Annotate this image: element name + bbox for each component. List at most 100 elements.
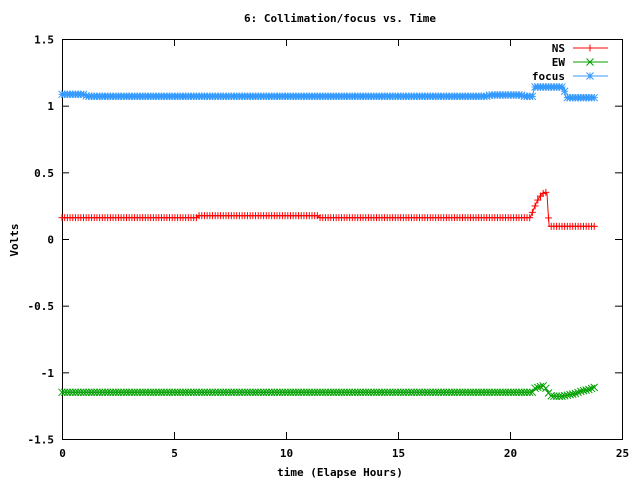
data-point	[138, 388, 147, 397]
data-point	[560, 87, 569, 96]
data-point	[418, 388, 427, 397]
data-point	[224, 388, 233, 397]
data-point	[79, 388, 88, 397]
data-point	[125, 388, 134, 397]
data-point	[308, 388, 316, 397]
data-point	[407, 388, 416, 397]
data-point	[493, 388, 502, 397]
data-point	[313, 388, 322, 397]
data-point	[152, 388, 160, 397]
data-point	[474, 388, 483, 397]
data-point	[386, 388, 394, 397]
data-point	[383, 388, 392, 397]
data-point	[545, 214, 553, 222]
legend-marker	[586, 58, 594, 66]
data-point	[87, 388, 96, 397]
data-point	[101, 388, 109, 397]
data-point	[590, 93, 599, 102]
data-point	[525, 388, 534, 397]
data-point	[351, 388, 359, 397]
series-ew	[58, 381, 599, 401]
data-point	[372, 388, 381, 397]
data-point	[162, 388, 171, 397]
data-point	[582, 386, 591, 394]
data-point	[394, 388, 402, 397]
data-point	[359, 388, 367, 397]
data-point	[289, 388, 298, 397]
data-point	[356, 388, 365, 397]
data-point	[490, 388, 499, 397]
data-point	[531, 202, 539, 210]
data-point	[179, 388, 187, 397]
data-point	[536, 382, 545, 391]
data-point	[410, 388, 418, 397]
data-point	[222, 388, 230, 397]
data-point	[507, 388, 515, 397]
data-point	[326, 388, 335, 397]
data-point	[90, 388, 99, 397]
data-point	[450, 388, 459, 397]
data-point	[146, 388, 155, 397]
data-point	[464, 388, 472, 397]
data-point	[109, 388, 117, 397]
data-point	[340, 388, 349, 397]
data-point	[477, 388, 486, 397]
data-point	[590, 383, 599, 392]
data-point	[254, 388, 263, 397]
data-point	[98, 388, 107, 397]
data-point	[388, 388, 397, 397]
data-point	[71, 388, 80, 397]
data-point	[181, 388, 190, 397]
data-point	[144, 388, 152, 397]
data-point	[316, 388, 324, 397]
data-point	[205, 388, 214, 397]
data-point	[515, 388, 523, 397]
data-point	[496, 388, 504, 397]
data-point	[211, 388, 220, 397]
legend-label: focus	[532, 70, 565, 83]
data-point	[509, 388, 518, 397]
data-point	[337, 388, 346, 397]
data-point	[176, 388, 185, 397]
data-point	[353, 388, 362, 397]
y-tick-label: -0.5	[28, 300, 55, 313]
data-point	[466, 388, 475, 397]
data-point	[257, 388, 265, 397]
data-point	[396, 388, 405, 397]
y-tick-label: -1	[41, 367, 55, 380]
data-point	[453, 388, 461, 397]
data-point	[136, 388, 144, 397]
x-tick-label: 10	[280, 447, 293, 460]
data-point	[517, 388, 526, 397]
legend-label: NS	[552, 42, 565, 55]
data-point	[227, 388, 236, 397]
data-point	[526, 214, 534, 222]
data-point	[283, 388, 292, 397]
series-line	[62, 191, 596, 227]
x-tick-label: 25	[616, 447, 629, 460]
data-point	[533, 383, 542, 392]
data-point	[76, 388, 85, 397]
data-point	[568, 390, 577, 398]
data-point	[197, 388, 206, 397]
data-point	[189, 388, 198, 397]
data-point	[571, 389, 580, 398]
data-point	[528, 208, 536, 216]
data-point	[391, 388, 400, 397]
y-tick-label: 0.5	[34, 167, 54, 180]
data-point	[275, 388, 284, 397]
data-point	[128, 388, 136, 397]
data-point	[248, 388, 257, 397]
data-point	[68, 388, 77, 397]
data-point	[447, 388, 456, 397]
data-point	[165, 388, 174, 397]
data-point	[380, 388, 389, 397]
data-point	[512, 388, 521, 397]
data-point	[501, 388, 510, 397]
data-point	[364, 388, 373, 397]
x-tick-label: 5	[171, 447, 178, 460]
data-point	[541, 384, 550, 393]
data-point	[415, 388, 424, 397]
data-point	[345, 388, 354, 397]
data-point	[187, 388, 195, 397]
